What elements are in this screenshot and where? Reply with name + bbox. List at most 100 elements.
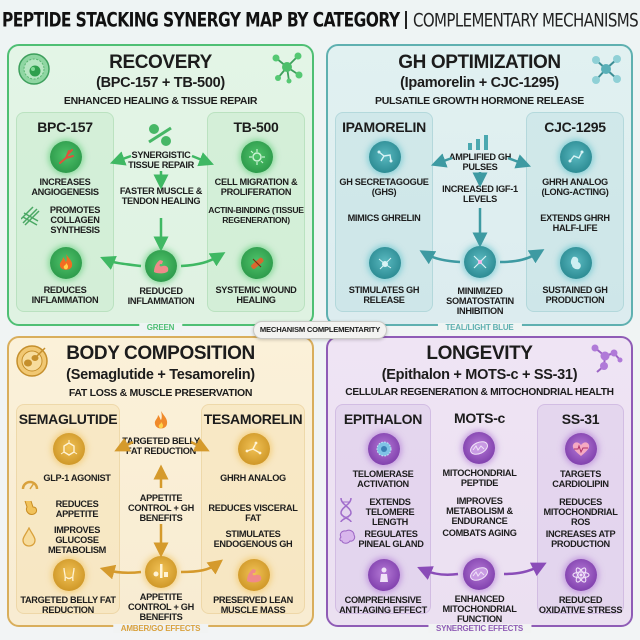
telomere-ring-icon: [368, 433, 400, 465]
mots-c-effect-2: IMPROVES METABOLISM & ENDURANCE: [446, 496, 513, 526]
cjc1295-effect-2: EXTENDS GHRH HALF-LIFE: [540, 213, 610, 233]
gh-tagline: PULSATILE GROWTH HORMONE RELEASE: [375, 95, 584, 107]
body-footer-label: AMBER/GO EFFECTS: [112, 624, 209, 633]
body-peptides: (Semaglutide + Tesamorelin): [66, 367, 255, 383]
semaglutide-effect-2: REDUCES APPETITE: [55, 499, 99, 519]
tesamorelin-panel: TESAMORELIN GHRH ANALOG REDUCES VISCERAL…: [201, 404, 305, 615]
heart-pulse-icon: [565, 433, 597, 465]
mots-c-panel: MOTS-c MITOCHONDRIAL PEPTIDE IMPROVES ME…: [433, 404, 526, 624]
longevity-peptides: (Epithalon + MOTS-c + SS-31): [381, 367, 578, 383]
peptide-chain-icon: [238, 433, 270, 465]
recovery-quadrant: RECOVERY (BPC-157 + TB-500) ENHANCED HEA…: [7, 44, 314, 332]
ipamorelin-effect-3: STIMULATES GH RELEASE: [348, 285, 420, 305]
gh-title: GH OPTIMIZATION: [398, 52, 561, 73]
somatostatin-molecule-icon: [464, 246, 496, 278]
receptor-network-icon: [369, 247, 401, 279]
ss31-effect-3: INCREASES ATP PRODUCTION: [545, 529, 616, 549]
ss31-panel: SS-31 TARGETS CARDIOLIPIN REDUCES MITOCH…: [537, 404, 624, 615]
blood-vessel-icon: [50, 141, 82, 173]
ss31-effect-1: TARGETS CARDIOLIPIN: [552, 469, 609, 489]
cjc1295-panel: CJC-1295 GHRH ANALOG (LONG-ACTING) EXTEN…: [526, 112, 624, 312]
recovery-center-2: FASTER MUSCLE & TENDON HEALING: [119, 186, 203, 206]
gh-center-2: INCREASED IGF-1 LEVELS: [442, 184, 518, 204]
gh-footer-label: TEAL/LIGHT BLUE: [437, 323, 522, 332]
gh-peptides: (Ipamorelin + CJC-1295): [400, 75, 559, 91]
semaglutide-effect-3: IMPROVES GLUCOSE METABOLISM: [47, 525, 107, 555]
epithalon-panel: EPITHALON TELOMERASE ACTIVATION EXTENDS …: [335, 404, 431, 615]
cell-icon: [18, 53, 50, 85]
body-composition-quadrant: BODY COMPOSITION (Semaglutide + Tesamore…: [7, 336, 314, 633]
longevity-tagline: CELLULAR REGENERATION & MITOCHONDRIAL HE…: [345, 387, 614, 398]
atom-icon: [565, 559, 597, 591]
ipamorelin-effect-2: MIMICS GHRELIN: [347, 213, 421, 223]
tb500-panel: TB-500 CELL MIGRATION & PROLIFERATION AC…: [207, 112, 305, 312]
semaglutide-title: SEMAGLUTIDE: [18, 411, 118, 427]
tesamorelin-effect-4: PRESERVED LEAN MUSCLE MASS: [213, 595, 293, 615]
droplet-icon: [22, 527, 36, 547]
bpc157-effect-1: INCREASES ANGIOGENESIS: [31, 177, 99, 197]
recovery-center-1: SYNERGISTIC TISSUE REPAIR: [128, 150, 194, 170]
epithalon-title: EPITHALON: [343, 411, 423, 427]
ss31-effect-2: REDUCES MITOCHONDRIAL ROS: [543, 497, 618, 527]
longevity-footer-label: SYNERGETIC EFFECTS: [427, 624, 532, 633]
gauge-icon: [21, 480, 39, 490]
ipamorelin-panel: IPAMORELIN GH SECRETAGOGUE (GHS) MIMICS …: [335, 112, 433, 312]
epithalon-effect-1: TELOMERASE ACTIVATION: [352, 469, 414, 489]
ipamorelin-effect-1: GH SECRETAGOGUE (GHS): [339, 177, 429, 197]
body-center-3: APPETITE CONTROL + GH BENEFITS: [128, 592, 194, 622]
peptide-chain-icon: [369, 141, 401, 173]
dna-helix-icon: [340, 497, 352, 523]
mots-c-effect-3: COMBATS AGING: [442, 528, 517, 538]
collagen-fiber-icon: [21, 206, 40, 226]
longevity-quadrant: LONGEVITY (Epithalon + MOTS-c + SS-31) C…: [326, 336, 633, 633]
semaglutide-panel: SEMAGLUTIDE GLP-1 AGONIST REDUCES APPETI…: [16, 404, 120, 615]
wound-bandage-icon: [241, 247, 273, 279]
molecule-icon: [272, 52, 303, 84]
mots-c-effect-4: ENHANCED MITOCHONDRIAL FUNCTION: [442, 594, 517, 624]
recovery-title: RECOVERY: [109, 52, 212, 73]
page-title: PEPTIDE STACKING SYNERGY MAP BY CATEGORY: [1, 8, 400, 32]
epithalon-effect-2: EXTENDS TELOMERE LENGTH: [365, 497, 415, 527]
gh-center-1: AMPLIFIED GH PULSES: [448, 152, 512, 172]
flexed-arm-icon: [238, 559, 270, 591]
ipamorelin-title: IPAMORELIN: [342, 119, 426, 135]
body-tagline: FAT LOSS & MUSCLE PRESERVATION: [68, 387, 253, 399]
tesamorelin-effect-2: REDUCES VISCERAL FAT: [208, 503, 298, 523]
cjc1295-title: CJC-1295: [544, 119, 606, 135]
cjc1295-effect-3: SUSTAINED GH PRODUCTION: [542, 285, 608, 305]
tesamorelin-title: TESAMORELIN: [203, 411, 303, 427]
cell-migration-icon: [241, 141, 273, 173]
recovery-center-3: REDUCED INFLAMMATION: [127, 286, 195, 306]
cjc1295-effect-1: GHRH ANALOG (LONG-ACTING): [541, 177, 609, 197]
ss31-effect-4: REDUCED OXIDATIVE STRESS: [538, 595, 623, 615]
mots-c-title: MOTS-c: [453, 410, 506, 426]
gh-optimization-quadrant: GH OPTIMIZATION (Ipamorelin + CJC-1295) …: [326, 44, 633, 332]
tb500-effect-3: SYSTEMIC WOUND HEALING: [215, 285, 297, 305]
bpc157-title: BPC-157: [37, 119, 93, 135]
bpc157-effect-2: PROMOTES COLLAGEN SYNTHESIS: [49, 205, 101, 235]
fat-cell-icon: [16, 345, 48, 377]
tesamorelin-effect-3: STIMULATES ENDOGENOUS GH: [213, 529, 293, 549]
fire-icon: [50, 247, 82, 279]
body-title: BODY COMPOSITION: [66, 343, 255, 364]
rising-bars-icon: [468, 135, 488, 150]
molecule-icon: [591, 344, 623, 373]
human-figure-icon: [368, 559, 400, 591]
recovery-tagline: ENHANCED HEALING & TISSUE REPAIR: [63, 95, 258, 107]
bpc157-effect-3: REDUCES INFLAMMATION: [31, 285, 99, 305]
pituitary-gland-icon: [560, 247, 592, 279]
mitochondria-icon: [463, 432, 495, 464]
fire-icon: [154, 411, 168, 429]
waist-torso-icon: [53, 559, 85, 591]
ss31-title: SS-31: [561, 411, 600, 427]
stomach-icon: [24, 500, 37, 515]
page-subtitle: COMPLEMENTARY MECHANISMS: [412, 8, 639, 32]
body-center-1: TARGETED BELLY FAT REDUCTION: [122, 436, 200, 456]
mots-c-effect-1: MITOCHONDRIAL PEPTIDE: [442, 468, 517, 488]
bpc157-panel: BPC-157 INCREASES ANGIOGENESIS PROMOTES …: [16, 112, 114, 312]
peptide-chain-icon: [560, 141, 592, 173]
flexed-arm-icon: [145, 250, 177, 282]
mitochondria-icon: [463, 558, 495, 590]
tb500-title: TB-500: [233, 119, 279, 135]
tb500-effect-2: ACTIN-BINDING (TISSUE REGENERATION): [208, 205, 304, 225]
